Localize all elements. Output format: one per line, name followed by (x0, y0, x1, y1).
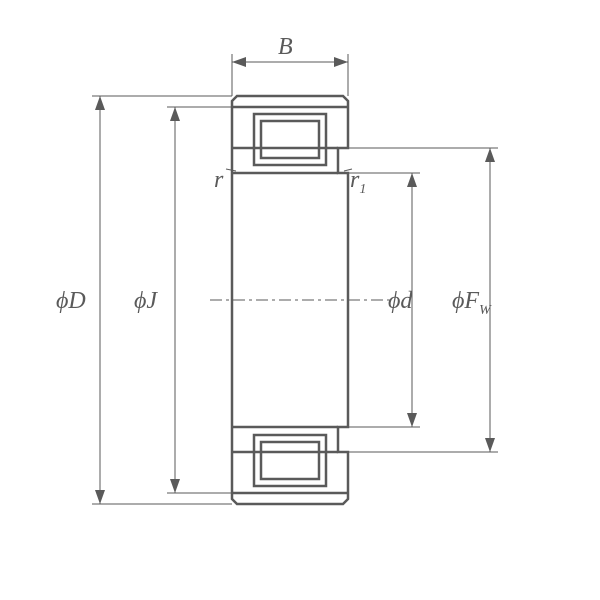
svg-text:ϕFW: ϕFW (452, 288, 492, 318)
bearing-section-diagram: BϕD ϕJ ϕd ϕFW r r1 (0, 0, 600, 600)
svg-text:B: B (278, 34, 293, 60)
svg-text:ϕJ: ϕJ (134, 288, 158, 314)
svg-text:ϕd: ϕd (388, 288, 413, 314)
svg-text:ϕD: ϕD (56, 288, 86, 314)
svg-text:r1: r1 (350, 167, 366, 197)
svg-text:r: r (214, 167, 224, 193)
